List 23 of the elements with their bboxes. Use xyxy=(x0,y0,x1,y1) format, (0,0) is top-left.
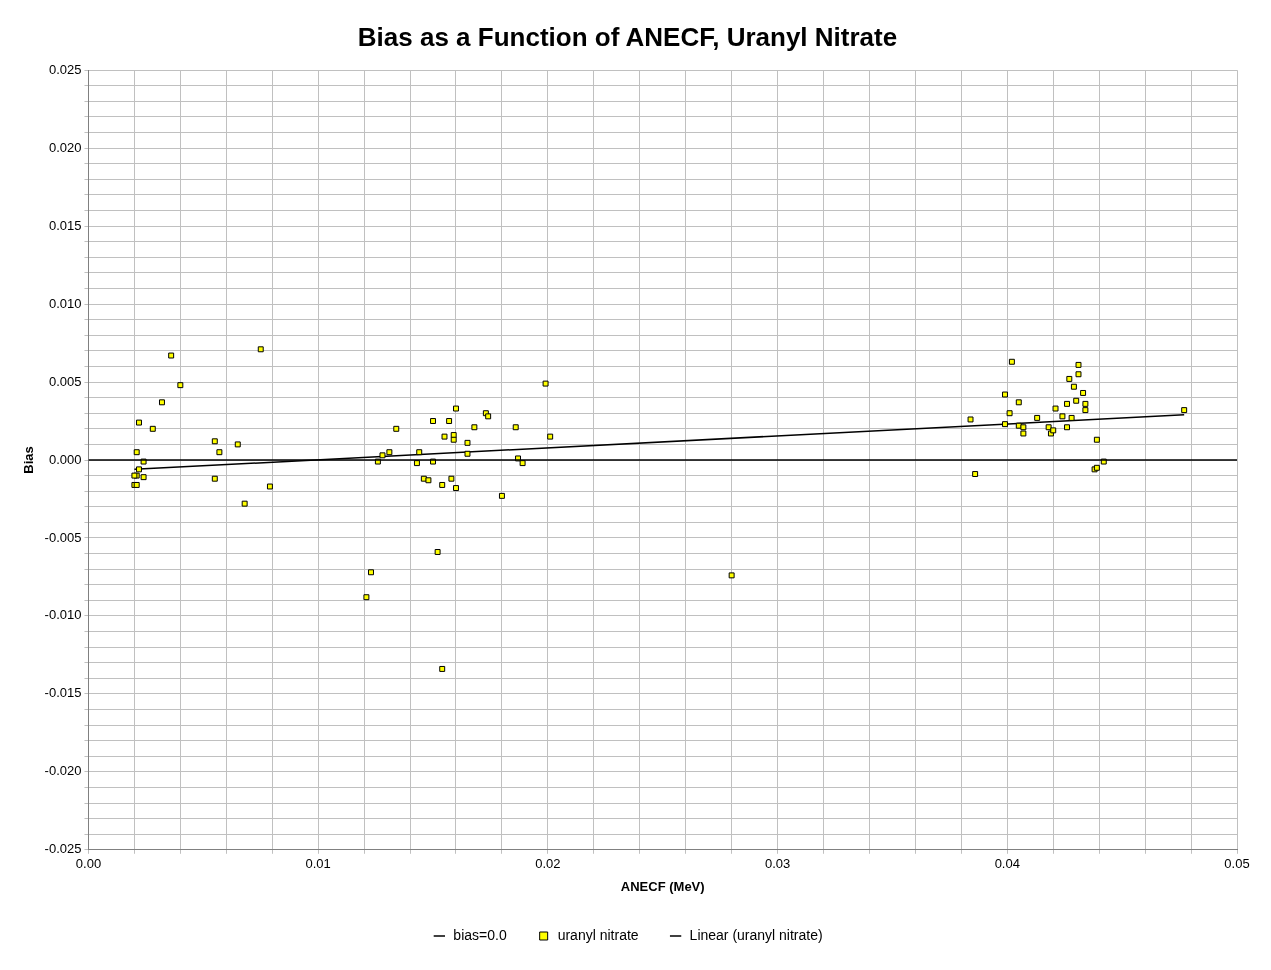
legend-label: Linear (uranyl nitrate) xyxy=(689,926,823,943)
y-tick-label: 0.005 xyxy=(48,373,82,389)
x-tick-label: 0.00 xyxy=(75,856,102,872)
x-tick-label: 0.01 xyxy=(305,856,331,872)
y-tick-label: -0.010 xyxy=(44,607,82,623)
x-tick-label: 0.03 xyxy=(764,856,791,872)
y-tick-label: 0.010 xyxy=(48,295,82,311)
y-axis-title: Bias xyxy=(21,446,37,474)
y-tick-label: 0.000 xyxy=(48,451,82,467)
legend-label: uranyl nitrate xyxy=(557,926,639,943)
y-tick-label: 0.015 xyxy=(48,217,82,233)
x-tick-label: 0.04 xyxy=(994,856,1020,872)
y-tick-label: 0.020 xyxy=(48,139,82,155)
chart-title: Bias as a Function of ANECF, Uranyl Nitrate xyxy=(357,21,898,52)
y-tick-label: -0.015 xyxy=(44,685,82,701)
y-tick-label: -0.025 xyxy=(44,841,82,857)
x-tick-label: 0.05 xyxy=(1224,856,1250,872)
y-tick-label: 0.025 xyxy=(48,61,82,77)
y-tick-label: -0.020 xyxy=(44,763,82,779)
x-tick-label: 0.02 xyxy=(535,856,561,872)
x-axis-title: ANECF (MeV) xyxy=(620,878,705,894)
legend-label: bias=0.0 xyxy=(453,926,507,943)
y-tick-label: -0.005 xyxy=(44,529,82,545)
